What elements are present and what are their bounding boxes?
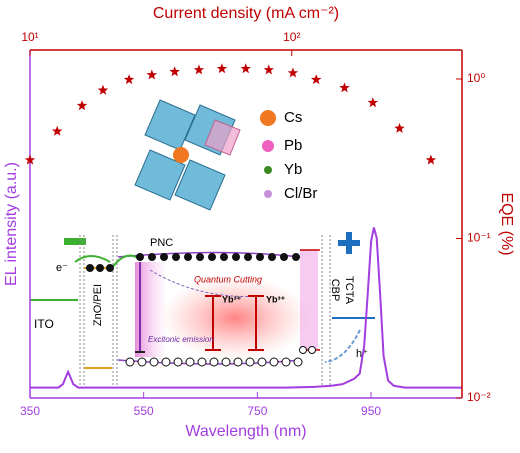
annotation: TCTA [343,276,355,305]
annotation: Excitonic emission [148,335,214,344]
x-tick-label: 350 [20,404,40,418]
legend-label: Pb [284,137,302,154]
top-tick-label: 10² [283,30,300,44]
eqe-point [193,64,205,75]
spectrum-line [30,227,462,389]
annotation: Yb³⁺ [222,294,241,304]
eqe-point [367,97,379,108]
eqe-point [240,63,251,74]
y2-tick-label: 10⁻¹ [467,231,491,245]
eqe-point [425,154,437,165]
eqe-point [216,63,228,74]
annotation: e⁻ [56,262,68,274]
eqe-point [76,100,88,111]
eqe-point [97,84,109,95]
eqe-point [263,64,274,75]
y2-tick-label: 10⁻² [467,390,491,404]
x-tick-label: 950 [361,404,381,418]
eqe-point [146,69,158,80]
eqe-point [394,122,405,133]
x-axis-title: Wavelength (nm) [185,423,306,440]
eqe-point [24,154,36,165]
annotation: ZnO/PEI [92,284,104,326]
eqe-point [51,125,63,136]
x-tick-label: 550 [134,404,154,418]
annotation: ITO [34,317,54,331]
y2-axis-title: EQE (%) [498,192,515,255]
annotation: CBP [329,279,341,302]
eqe-point [311,74,322,85]
x-tick-label: 750 [247,404,267,418]
annotation: Quantum Cutting [194,274,262,284]
annotation: Yb³⁺ [266,294,285,304]
top-axis-title: Current density (mA cm⁻²) [153,5,339,22]
energy-diagram [30,232,375,385]
eqe-point [339,82,350,93]
legend-label: Cl/Br [284,185,317,202]
crystal-illustration [134,99,276,211]
legend-label: Cs [284,109,302,126]
top-tick-label: 10¹ [21,30,38,44]
legend-label: Yb [284,161,302,178]
y-axis-title: EL intensity (a.u.) [3,162,20,286]
y2-tick-label: 10⁰ [467,71,485,85]
eqe-point [169,66,180,77]
eqe-point [123,74,135,85]
annotation: PNC [150,237,173,249]
eqe-point [287,67,299,78]
